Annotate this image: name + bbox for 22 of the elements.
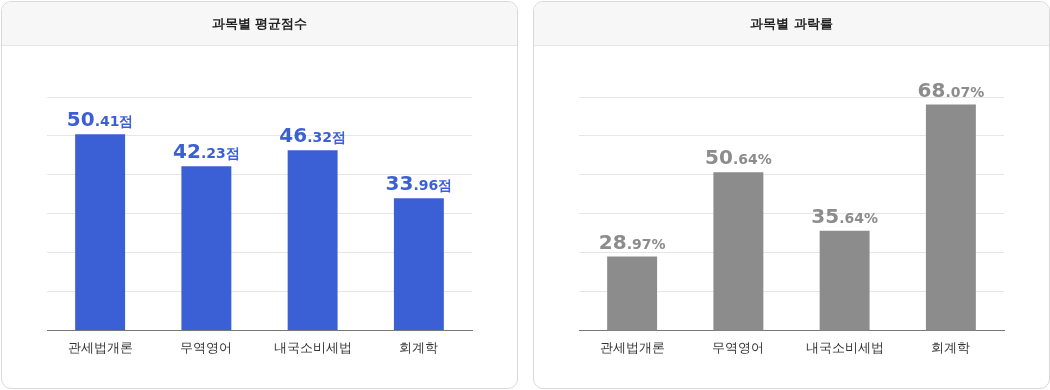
- data-label: 42.23점: [173, 139, 240, 164]
- x-tick-label: 관세법개론: [67, 339, 133, 355]
- data-label: 33.96점: [385, 171, 453, 196]
- data-label: 68.07%: [917, 77, 985, 102]
- x-tick-label: 회계학: [931, 339, 971, 355]
- data-label: 35.64%: [811, 203, 878, 228]
- data-label: 46.32점: [279, 123, 346, 148]
- x-tick-label: 관세법개론: [599, 339, 665, 355]
- bar: [75, 134, 126, 330]
- data-label: 28.97%: [598, 229, 666, 254]
- chart-title: 과목별 평균점수: [2, 2, 517, 46]
- data-label: 50.41점: [66, 107, 134, 132]
- bar: [181, 166, 232, 330]
- x-tick-label: 무역영어: [712, 339, 765, 355]
- x-tick-label: 회계학: [399, 339, 439, 355]
- x-tick-label: 무역영어: [180, 339, 233, 355]
- chart-title: 과목별 과락률: [534, 2, 1049, 46]
- x-tick-label: 내국소비세법: [805, 339, 884, 355]
- data-label: 50.64%: [705, 145, 772, 170]
- bar: [287, 150, 338, 330]
- bar: [393, 198, 444, 330]
- x-tick-label: 내국소비세법: [273, 339, 352, 355]
